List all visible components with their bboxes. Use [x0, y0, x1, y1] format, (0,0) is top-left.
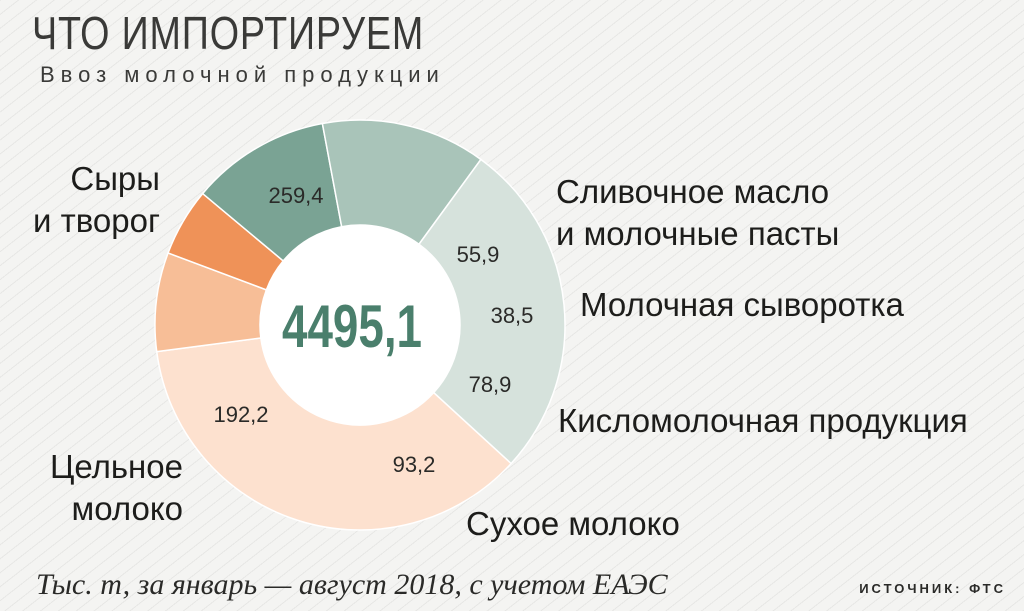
units-footnote: Тыс. т, за январь — август 2018, с учето…	[36, 568, 668, 601]
slice-category-label: молоко	[72, 490, 183, 527]
slice-value-label: 259,4	[268, 183, 323, 208]
slice-category-label: Молочная сыворотка	[580, 286, 905, 323]
source-label: ИСТОЧНИК: ФТС	[859, 581, 1006, 596]
total-value: 4495,1	[282, 293, 422, 360]
slice-category-label: и творог	[33, 202, 160, 239]
slice-category-label: и молочные пасты	[556, 215, 839, 252]
page-title: ЧТО ИМПОРТИРУЕМ	[32, 7, 425, 59]
slice-category-label: Сухое молоко	[466, 505, 680, 542]
donut-center	[260, 225, 460, 425]
slice-value-label: 192,2	[213, 402, 268, 427]
slice-value-label: 78,9	[469, 372, 512, 397]
slice-value-label: 55,9	[457, 242, 500, 267]
slice-value-label: 93,2	[393, 452, 436, 477]
page-subtitle: Ввоз молочной продукции	[40, 62, 445, 87]
slice-category-label: Цельное	[50, 448, 183, 485]
slice-category-label: Сливочное масло	[556, 173, 829, 210]
slice-value-label: 38,5	[491, 303, 534, 328]
slice-category-label: Кисломолочная продукция	[558, 402, 968, 439]
slice-category-label: Сыры	[70, 160, 160, 197]
